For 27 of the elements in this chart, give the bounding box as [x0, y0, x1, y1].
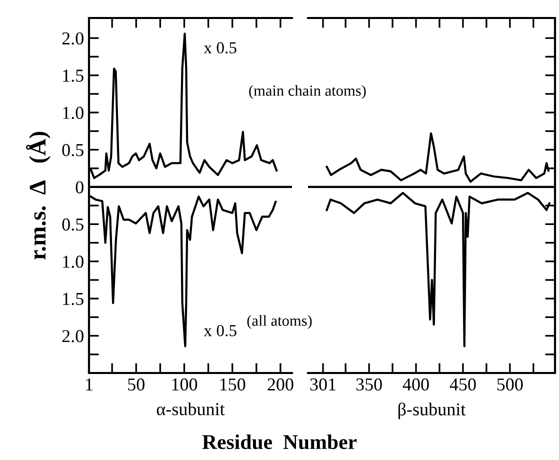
x-tick-label: 1	[86, 378, 92, 390]
y-axis-title: r.m.s. Δ (Å)	[26, 132, 50, 260]
x-tick-label: 100	[172, 378, 198, 391]
y-tick-label: 0	[76, 181, 84, 194]
y-tick-label: 1.0	[63, 106, 84, 120]
y-tick-label: 2.0	[62, 330, 84, 342]
x-tick-label: 200	[268, 378, 294, 391]
x-tick-label: 350	[356, 378, 382, 391]
y-tick-label: 1.5	[63, 292, 84, 306]
annotation: x 0.5	[204, 42, 236, 54]
x-tick-label: 50	[128, 378, 144, 391]
y-tick-label: 0.5	[62, 218, 84, 231]
y-tick-label: 2.0	[62, 32, 84, 45]
annotation: (main chain atoms)	[249, 85, 366, 99]
x-tick-label: 150	[220, 378, 246, 391]
x-tick-label: 400	[402, 378, 429, 391]
x-tick-label: 500	[497, 378, 523, 391]
annotation: (all atoms)	[247, 315, 312, 329]
annotation: x 0.5	[204, 324, 236, 336]
y-tick-label: 1.0	[63, 256, 84, 268]
x-axis-title: α-subunit	[156, 402, 225, 416]
x-axis-title: β-subunit	[398, 402, 466, 420]
x-tick-label: 450	[450, 378, 476, 391]
y-tick-label: 0.5	[62, 144, 84, 156]
y-tick-label: 1.5	[63, 70, 84, 82]
x-tick-label: 301	[310, 378, 336, 391]
text: Residue Number	[202, 434, 357, 450]
